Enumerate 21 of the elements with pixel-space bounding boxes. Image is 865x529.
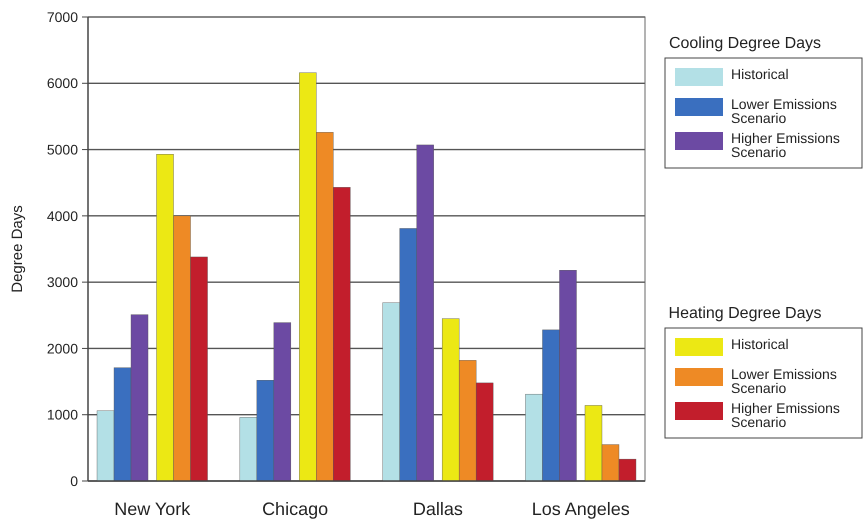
legend-label: Historical — [731, 66, 789, 82]
y-tick-label: 7000 — [46, 8, 78, 25]
legend-label: Lower Emissions Scenario — [731, 96, 837, 126]
x-tick-label: Los Angeles — [532, 499, 630, 519]
text: Heating Degree Days — [668, 305, 822, 322]
y-axis-title: Degree Days — [9, 205, 26, 293]
legend-label: Higher Emissions Scenario — [731, 400, 840, 430]
y-tick-label: 3000 — [46, 274, 78, 290]
y-tick-label: 6000 — [46, 75, 78, 92]
x-tick-label: Chicago — [262, 499, 328, 519]
x-tick-label: Dallas — [412, 499, 463, 519]
y-tick-label: 0 — [70, 472, 78, 489]
legend-label: Lower Emissions Scenario — [731, 366, 837, 396]
legend-label: Higher Emissions Scenario — [731, 130, 840, 160]
text: Cooling Degree Days — [668, 35, 822, 52]
y-tick-label: 1000 — [46, 406, 78, 423]
legend-label: Historical — [731, 336, 789, 352]
y-tick-label: 5000 — [46, 141, 78, 158]
y-tick-label: 4000 — [46, 208, 78, 224]
x-tick-label: New York — [114, 499, 192, 519]
y-tick-label: 2000 — [46, 340, 78, 356]
